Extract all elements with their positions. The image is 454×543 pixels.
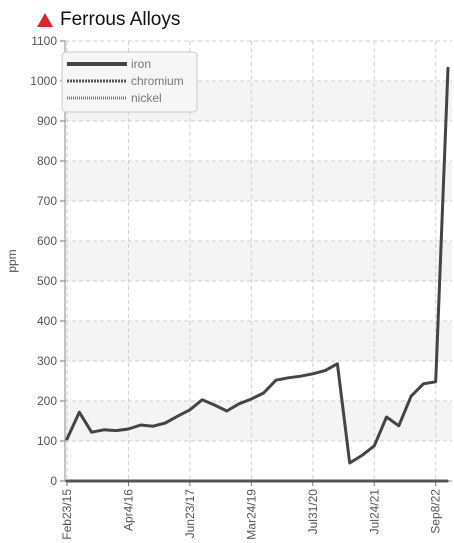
- y-tick-label: 100: [37, 434, 57, 448]
- chart-title: Ferrous Alloys: [60, 9, 181, 30]
- y-tick-label: 300: [37, 354, 57, 368]
- y-tick-label: 1100: [31, 34, 57, 48]
- y-tick-label: 500: [37, 274, 57, 288]
- series-line-iron: [65, 66, 450, 465]
- y-tick-label: 200: [37, 394, 57, 408]
- x-tick-label: Feb23/15: [60, 489, 74, 540]
- y-axis-label: ppm: [5, 249, 19, 272]
- plot-band: [65, 241, 452, 281]
- legend-label-chromium: chromium: [131, 74, 184, 88]
- y-tick-label: 900: [37, 114, 57, 128]
- y-tick-label: 1000: [30, 74, 57, 88]
- x-tick-label: Jul24/21: [367, 489, 381, 535]
- y-tick-label: 0: [50, 474, 57, 488]
- legend-label-iron: iron: [131, 57, 151, 71]
- y-tick-label: 700: [37, 194, 57, 208]
- x-tick-label: Apr4/16: [121, 489, 135, 531]
- x-tick-label: Jun23/17: [183, 489, 197, 539]
- y-tick-label: 600: [37, 234, 57, 248]
- plot-band: [65, 401, 452, 441]
- y-tick-label: 800: [37, 154, 57, 168]
- x-tick-label: Jul31/20: [306, 489, 320, 535]
- warning-triangle-icon: [37, 13, 53, 27]
- plot-band: [65, 321, 452, 361]
- plot-band: [65, 161, 452, 201]
- y-tick-label: 400: [37, 314, 57, 328]
- chart-header: Ferrous Alloys: [36, 8, 180, 32]
- x-tick-label: Mar24/19: [244, 489, 258, 540]
- legend: iron chromium nickel: [61, 51, 198, 113]
- legend-label-nickel: nickel: [131, 91, 162, 105]
- x-tick-label: Sep8/22: [429, 489, 443, 534]
